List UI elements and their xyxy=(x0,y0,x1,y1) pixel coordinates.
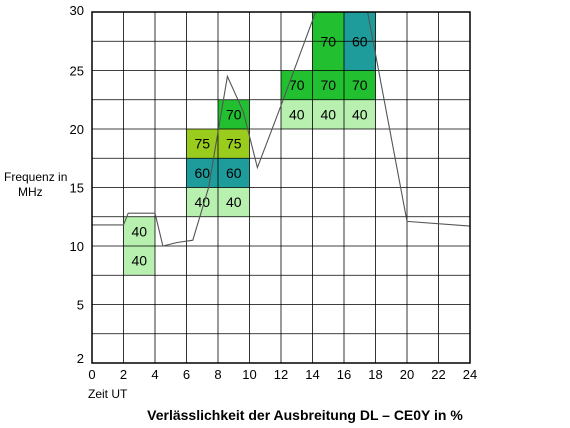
heatmap-cell xyxy=(281,70,313,100)
heatmap-cell xyxy=(344,70,376,100)
heatmap-cell xyxy=(123,246,155,276)
cell-value-label: 40 xyxy=(226,194,242,210)
x-tick-label: 16 xyxy=(337,367,351,382)
cell-value-label: 70 xyxy=(289,77,305,93)
y-tick-label: 30 xyxy=(70,3,84,18)
y-axis-label: Frequenz in MHz xyxy=(4,170,74,200)
x-tick-label: 18 xyxy=(368,367,382,382)
cell-value-label: 75 xyxy=(226,136,242,152)
y-tick-label: 10 xyxy=(70,239,84,254)
x-tick-label: 14 xyxy=(305,367,319,382)
heatmap-cell xyxy=(312,70,344,100)
y-tick-label: 15 xyxy=(70,181,84,196)
x-tick-label: 0 xyxy=(88,367,95,382)
y-tick-label: 20 xyxy=(70,122,84,137)
cell-value-label: 60 xyxy=(194,165,210,181)
heatmap-cell xyxy=(218,158,250,188)
heatmap-cell xyxy=(218,129,250,159)
x-tick-label: 20 xyxy=(400,367,414,382)
cell-value-label: 40 xyxy=(194,194,210,210)
y-axis-label-line-1: Frequenz in xyxy=(4,170,68,184)
heatmap-cell xyxy=(281,99,313,129)
cell-value-label: 60 xyxy=(226,165,242,181)
x-tick-label: 10 xyxy=(242,367,256,382)
cell-value-label: 40 xyxy=(131,253,147,269)
y-tick-label: 5 xyxy=(77,298,84,313)
cell-value-label: 40 xyxy=(352,106,368,122)
x-tick-label: 24 xyxy=(463,367,477,382)
cell-value-label: 40 xyxy=(131,223,147,239)
heatmap-cell xyxy=(218,187,250,217)
cell-value-label: 70 xyxy=(226,106,242,122)
cell-value-label: 40 xyxy=(320,106,336,122)
heatmap-cell xyxy=(186,187,218,217)
heatmap-cell xyxy=(123,216,155,246)
heatmap-cell xyxy=(344,99,376,129)
x-axis-label: Zeit UT xyxy=(88,387,128,401)
cell-value-label: 40 xyxy=(289,106,305,122)
cell-value-label: 75 xyxy=(194,136,210,152)
x-tick-label: 4 xyxy=(151,367,158,382)
x-tick-labels: 0 2 4 6 8 10 12 14 16 18 20 22 24 xyxy=(88,367,477,382)
cell-value-label: 70 xyxy=(352,77,368,93)
cell-value-label: 70 xyxy=(320,77,336,93)
x-tick-label: 12 xyxy=(274,367,288,382)
y-tick-label: 2 xyxy=(77,351,84,366)
plot-frame xyxy=(91,11,471,364)
x-tick-label: 8 xyxy=(214,367,221,382)
x-tick-label: 2 xyxy=(120,367,127,382)
y-tick-label: 25 xyxy=(70,64,84,79)
x-tick-label: 22 xyxy=(431,367,445,382)
grid-lines xyxy=(92,12,470,363)
heatmap-cell xyxy=(312,99,344,129)
heatmap-cell xyxy=(186,129,218,159)
chart-title: Verlässlichkeit der Ausbreitung DL – CE0… xyxy=(147,407,463,423)
y-axis-label-line-2: MHz xyxy=(18,185,43,199)
x-tick-label: 6 xyxy=(183,367,190,382)
